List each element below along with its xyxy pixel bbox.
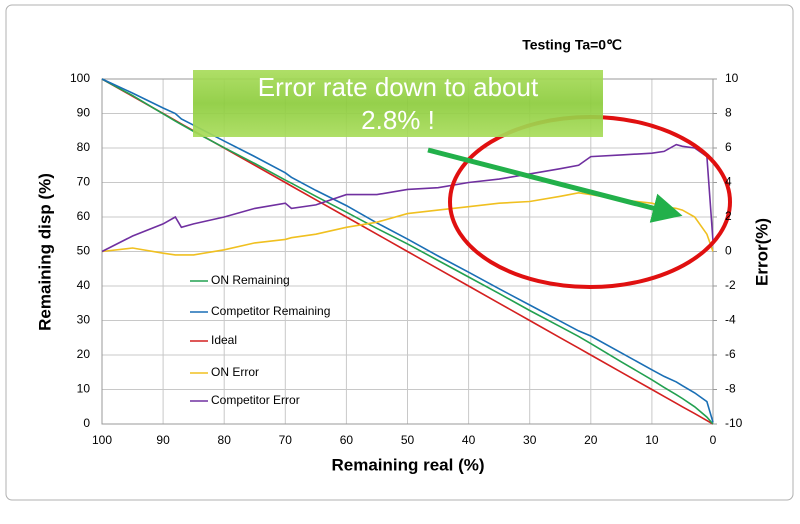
y-tick-label: 40 bbox=[77, 278, 91, 292]
legend-label: Ideal bbox=[211, 333, 237, 347]
y-tick-label: 50 bbox=[77, 244, 91, 258]
y-tick-label: 100 bbox=[70, 71, 90, 85]
chart-title: Testing Ta=0℃ bbox=[522, 37, 622, 53]
x-tick-label: 30 bbox=[523, 433, 537, 447]
x-axis-label: Remaining real (%) bbox=[331, 455, 484, 474]
x-tick-label: 80 bbox=[218, 433, 232, 447]
x-tick-label: 10 bbox=[645, 433, 659, 447]
series-line bbox=[101, 143, 714, 253]
y2-axis-label: Error(%) bbox=[752, 218, 771, 286]
x-tick-label: 50 bbox=[401, 433, 415, 447]
y2-tick-label: 8 bbox=[725, 106, 732, 120]
x-tick-label: 0 bbox=[710, 433, 717, 447]
x-tick-label: 20 bbox=[584, 433, 598, 447]
legend-label: Competitor Remaining bbox=[211, 304, 330, 318]
y-tick-label: 80 bbox=[77, 140, 91, 154]
callout-box bbox=[193, 70, 603, 137]
y2-tick-label: 6 bbox=[725, 140, 732, 154]
x-tick-label: 40 bbox=[462, 433, 476, 447]
y2-tick-label: 10 bbox=[725, 71, 739, 85]
y-axis-label: Remaining disp (%) bbox=[35, 173, 54, 331]
x-tick-label: 70 bbox=[279, 433, 293, 447]
y-tick-label: 10 bbox=[77, 382, 91, 396]
y-tick-label: 0 bbox=[83, 416, 90, 430]
y2-tick-label: -6 bbox=[725, 347, 736, 361]
y2-tick-label: -8 bbox=[725, 382, 736, 396]
x-tick-label: 60 bbox=[340, 433, 354, 447]
series-line bbox=[101, 78, 714, 425]
legend-label: ON Remaining bbox=[211, 273, 290, 287]
y-tick-label: 60 bbox=[77, 209, 91, 223]
arrow bbox=[427, 147, 683, 223]
callout-text: Error rate down to about bbox=[258, 72, 539, 102]
y2-tick-label: 2 bbox=[725, 209, 732, 223]
y2-tick-label: 4 bbox=[725, 175, 732, 189]
y-tick-label: 30 bbox=[77, 313, 91, 327]
y-tick-label: 20 bbox=[77, 347, 91, 361]
x-tick-label: 100 bbox=[92, 433, 112, 447]
x-tick-label: 90 bbox=[156, 433, 170, 447]
series-line bbox=[101, 78, 714, 423]
legend-label: Competitor Error bbox=[211, 393, 300, 407]
callout-text: 2.8% ! bbox=[361, 105, 435, 135]
y2-tick-label: -2 bbox=[725, 278, 736, 292]
y2-tick-label: 0 bbox=[725, 244, 732, 258]
legend-label: ON Error bbox=[211, 365, 259, 379]
y2-tick-label: -10 bbox=[725, 416, 743, 430]
y2-tick-label: -4 bbox=[725, 313, 736, 327]
legend: ON Remaining Competitor Remaining Ideal ON … bbox=[190, 273, 330, 407]
y-tick-label: 90 bbox=[77, 106, 91, 120]
y-tick-label: 70 bbox=[77, 175, 91, 189]
